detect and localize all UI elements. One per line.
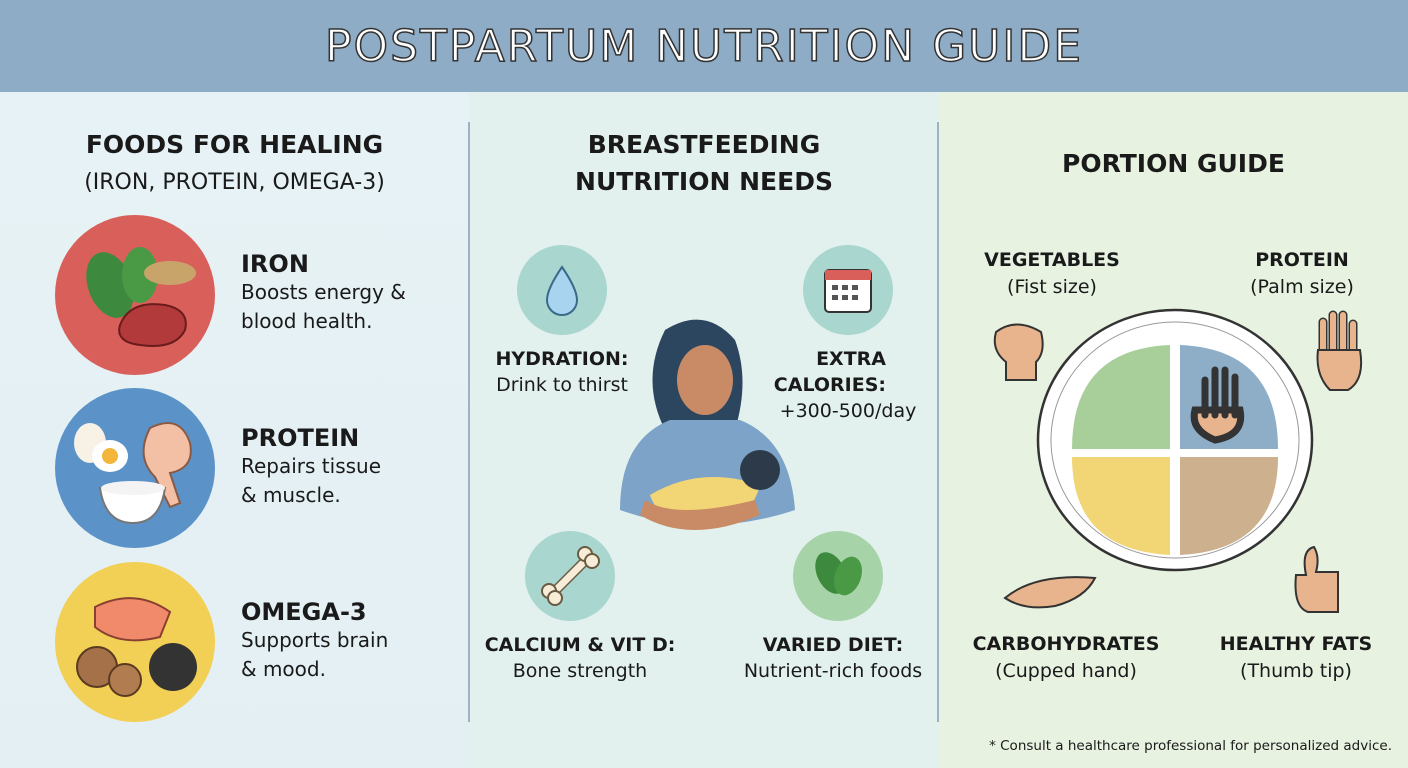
vegetables-title: VEGETABLES (984, 249, 1120, 271)
salmon-walnut-seeds-icon (55, 562, 215, 722)
omega3-title: OMEGA-3 (241, 598, 367, 626)
carbs-quadrant (1072, 457, 1170, 555)
varied-title: VARIED DIET: (762, 634, 904, 656)
healing-subheading: (IRON, PROTEIN, OMEGA-3) (84, 170, 385, 195)
fats-desc: (Thumb tip) (1240, 660, 1352, 682)
omega3-desc: Supports brain (241, 628, 389, 652)
calories-title: EXTRA (816, 348, 886, 370)
divider (468, 122, 470, 722)
fats-quadrant (1180, 457, 1278, 555)
iron-desc: Boosts energy & (241, 280, 406, 304)
palm-icon (1308, 310, 1368, 399)
vegetables-quadrant (1072, 345, 1170, 449)
carbs-desc: (Cupped hand) (995, 660, 1137, 682)
portion-heading: PORTION GUIDE (1062, 149, 1285, 178)
omega3-desc: & mood. (241, 657, 326, 681)
protein-portion-desc: (Palm size) (1250, 276, 1354, 298)
spinach-steak-lentils-icon (55, 215, 215, 375)
portion-plate (1035, 305, 1315, 575)
hydration-title: HYDRATION: (495, 348, 629, 370)
calcium-title: CALCIUM & VIT D: (484, 634, 676, 656)
vegetables-desc: (Fist size) (1007, 276, 1097, 298)
protein-portion-title: PROTEIN (1255, 249, 1349, 271)
calendar-icon (803, 245, 893, 335)
calories-title: CALORIES: (773, 374, 886, 396)
fats-title: HEALTHY FATS (1219, 633, 1373, 655)
page-title: POSTPARTUM NUTRITION GUIDE (324, 20, 1084, 73)
cupped-hand-icon (1000, 573, 1100, 617)
protein-title: PROTEIN (241, 424, 360, 452)
bone-icon (525, 531, 615, 621)
breastfeeding-heading: NUTRITION NEEDS (575, 167, 833, 196)
protein-desc: & muscle. (241, 483, 341, 507)
egg-chicken-yogurt-icon (55, 388, 215, 548)
thumb-icon (1286, 545, 1346, 621)
breastfeeding-mother-illustration (605, 310, 805, 560)
breastfeeding-heading: BREASTFEEDING (587, 130, 821, 159)
spinach-icon (793, 531, 883, 621)
water-drop-icon (517, 245, 607, 335)
carbs-title: CARBOHYDRATES (972, 633, 1160, 655)
iron-desc: blood health. (241, 309, 373, 333)
header-banner: POSTPARTUM NUTRITION GUIDE (0, 0, 1408, 92)
calories-desc: +300-500/day (779, 400, 917, 422)
divider (937, 122, 939, 722)
varied-desc: Nutrient-rich foods (743, 660, 923, 682)
calcium-desc: Bone strength (512, 660, 648, 682)
footnote: * Consult a healthcare professional for … (989, 738, 1392, 754)
fist-icon (988, 312, 1048, 386)
healing-heading: FOODS FOR HEALING (85, 130, 384, 159)
hydration-desc: Drink to thirst (496, 374, 628, 396)
iron-title: IRON (241, 250, 309, 278)
protein-desc: Repairs tissue (241, 454, 382, 478)
